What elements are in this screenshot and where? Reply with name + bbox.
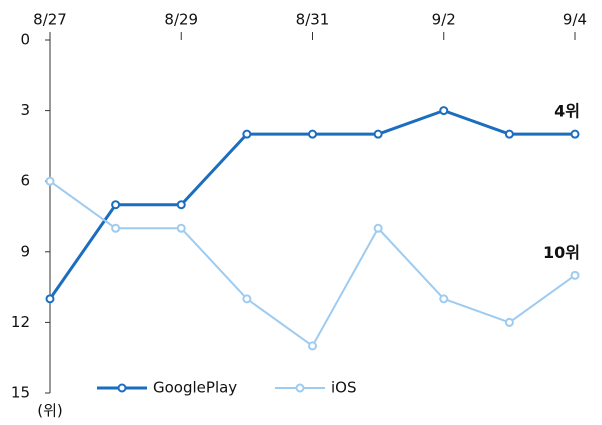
legend-label: iOS xyxy=(331,379,357,397)
point xyxy=(111,200,121,210)
y-tick-label: 9 xyxy=(20,242,30,260)
point xyxy=(570,270,580,280)
point xyxy=(504,317,514,327)
point xyxy=(504,129,514,139)
y-tick-label: 3 xyxy=(20,101,30,119)
x-tick-label: 8/27 xyxy=(33,11,67,29)
series-line xyxy=(48,109,575,300)
point xyxy=(308,129,317,139)
point xyxy=(439,106,449,116)
y-axis-label: (위) xyxy=(37,402,63,420)
y-tick-label: 0 xyxy=(20,31,30,49)
y-tick-label: 12 xyxy=(11,313,30,331)
point xyxy=(373,223,383,233)
x-tick-label: 8/31 xyxy=(296,11,330,29)
point xyxy=(176,200,186,210)
point xyxy=(45,176,55,186)
point xyxy=(111,223,121,233)
point xyxy=(439,294,449,304)
x-tick-label: 8/29 xyxy=(164,11,198,29)
x-tick-label: 9/2 xyxy=(432,11,456,29)
legend-marker xyxy=(117,383,127,393)
legend-label: GooglePlay xyxy=(153,379,237,397)
annotation: 4위 xyxy=(554,102,580,121)
point xyxy=(570,129,580,139)
y-tick-label: 6 xyxy=(20,172,30,190)
point xyxy=(176,223,186,233)
legend-marker xyxy=(295,383,305,393)
point xyxy=(308,341,317,351)
y-tick-label: 15 xyxy=(11,384,30,402)
x-tick-label: 9/4 xyxy=(563,11,587,29)
point xyxy=(242,129,252,139)
annotation: 10위 xyxy=(543,243,580,262)
point xyxy=(373,129,383,139)
point xyxy=(242,294,252,304)
point xyxy=(45,294,55,304)
